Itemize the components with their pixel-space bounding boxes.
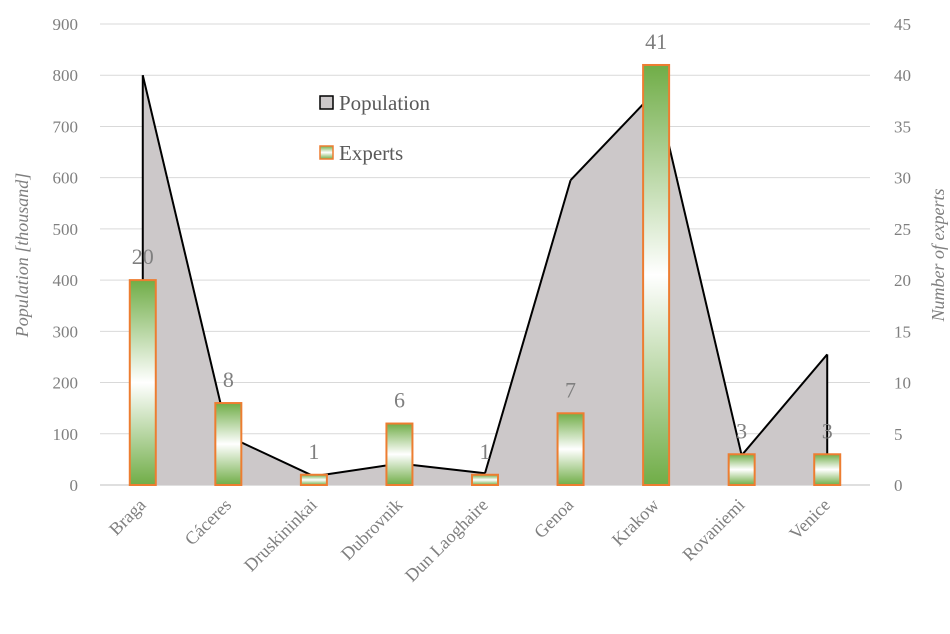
legend-label-experts: Experts	[339, 141, 403, 165]
experts-data-label: 3	[822, 418, 833, 443]
legend: Population Experts	[320, 91, 431, 165]
right-axis-ticks: 0 5 10 15 20 25 30 35 40 45	[894, 15, 911, 495]
legend-swatch-population	[320, 96, 333, 109]
experts-bar	[558, 413, 584, 485]
x-tick-label: Druskininkai	[240, 495, 321, 576]
x-tick-label: Dubrovnik	[337, 495, 406, 564]
experts-data-label: 7	[565, 377, 576, 402]
y-tick-label: 200	[53, 374, 79, 393]
experts-data-label: 20	[132, 244, 154, 269]
y2-tick-label: 0	[894, 476, 903, 495]
experts-bar	[386, 424, 412, 485]
x-tick-label: Krakow	[608, 495, 663, 550]
experts-data-label: 6	[394, 388, 405, 413]
experts-bar	[643, 65, 669, 485]
legend-swatch-experts	[320, 146, 333, 159]
y-tick-label: 400	[53, 271, 79, 290]
x-tick-label: Dun Laoghaire	[401, 495, 492, 586]
experts-data-label: 8	[223, 367, 234, 392]
y-tick-label: 300	[53, 322, 79, 341]
y-tick-label: 500	[53, 220, 79, 239]
experts-bar	[130, 280, 156, 485]
y2-tick-label: 15	[894, 322, 911, 341]
experts-bar	[301, 475, 327, 485]
y2-tick-label: 20	[894, 271, 911, 290]
y2-tick-label: 10	[894, 374, 911, 393]
x-tick-label: Cáceres	[181, 495, 235, 549]
legend-label-population: Population	[339, 91, 431, 115]
y-tick-label: 700	[53, 117, 79, 136]
experts-data-label: 41	[645, 29, 667, 54]
left-axis-ticks: 0 100 200 300 400 500 600 700 800 900	[53, 15, 79, 495]
y2-tick-label: 5	[894, 425, 903, 444]
x-tick-label: Rovaniemi	[678, 495, 748, 565]
y-tick-label: 0	[70, 476, 79, 495]
y-tick-label: 800	[53, 66, 79, 85]
y-axis-title: Population [thousand]	[12, 173, 32, 339]
y-tick-label: 900	[53, 15, 79, 34]
experts-data-label: 1	[480, 439, 491, 464]
y2-axis-title: Number of experts	[928, 189, 948, 323]
experts-bar	[729, 454, 755, 485]
x-tick-label: Venice	[785, 495, 834, 544]
y2-tick-label: 30	[894, 169, 911, 188]
experts-data-label: 1	[308, 439, 319, 464]
y2-tick-label: 35	[894, 117, 911, 136]
y2-tick-label: 40	[894, 66, 911, 85]
x-tick-label: Genoa	[530, 495, 577, 542]
experts-bar	[472, 475, 498, 485]
y2-tick-label: 25	[894, 220, 911, 239]
y2-tick-label: 45	[894, 15, 911, 34]
y-tick-label: 600	[53, 169, 79, 188]
experts-bar	[215, 403, 241, 485]
experts-bar	[814, 454, 840, 485]
experts-data-label: 3	[736, 418, 747, 443]
y-tick-label: 100	[53, 425, 79, 444]
x-tick-label: Braga	[105, 495, 150, 540]
